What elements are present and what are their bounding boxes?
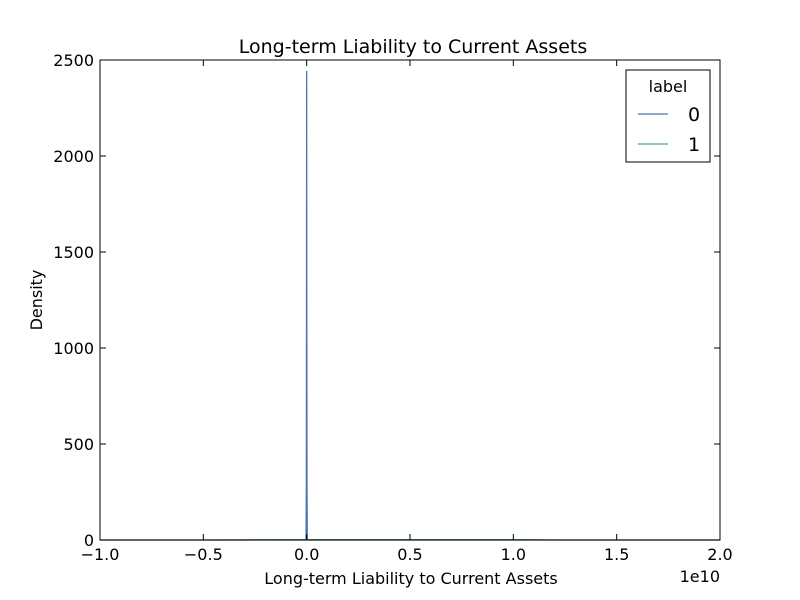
x-tick-label: 0.0 — [294, 545, 319, 564]
y-tick-label: 0 — [84, 531, 94, 550]
legend: label 0 1 — [625, 69, 711, 163]
y-tick-label: 2000 — [53, 147, 94, 166]
y-tick-label: 2500 — [53, 51, 94, 70]
x-axis-offset-label: 1e10 — [680, 567, 720, 586]
legend-label-1: 1 — [688, 134, 700, 156]
chart-title: Long-term Liability to Current Assets — [239, 36, 588, 58]
series-line-0 — [100, 70, 720, 541]
x-tick-label: 0.5 — [397, 545, 422, 564]
x-tick-label: −1.0 — [81, 545, 120, 564]
y-axis-label: Density — [27, 270, 46, 331]
x-tick-label: 1.0 — [501, 545, 526, 564]
x-tick-label: 2.0 — [707, 545, 732, 564]
x-tick-label: −0.5 — [184, 545, 223, 564]
legend-title: label — [649, 77, 688, 96]
y-tick-label: 500 — [63, 435, 94, 454]
axes-layer: −1.0 −0.5 0.0 0.5 1.0 1.5 2.0 0 500 1000 1500 2000 2… — [53, 51, 732, 564]
x-tick-label: 1.5 — [604, 545, 629, 564]
y-tick-label: 1000 — [53, 339, 94, 358]
x-axis-label: Long-term Liability to Current Assets — [264, 569, 557, 588]
y-tick-label: 1500 — [53, 243, 94, 262]
legend-label-0: 0 — [688, 104, 700, 126]
legend-box — [625, 69, 711, 163]
